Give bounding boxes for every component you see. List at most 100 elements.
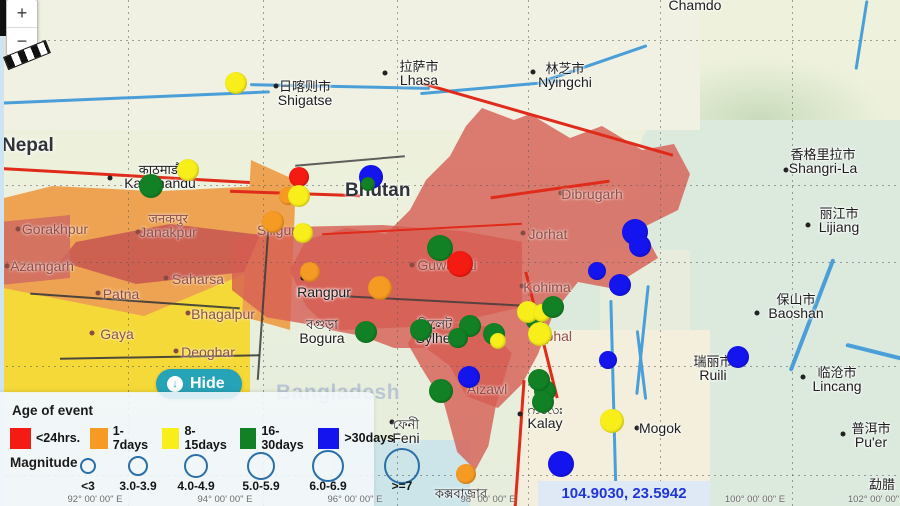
legend-age-label: 16-30days bbox=[261, 424, 304, 452]
legend-color-swatch bbox=[10, 427, 31, 449]
earthquake-marker[interactable] bbox=[548, 451, 574, 477]
legend-age-label: 8-15days bbox=[184, 424, 227, 452]
earthquake-marker[interactable] bbox=[528, 322, 552, 346]
legend-age-item: 16-30days bbox=[239, 424, 308, 452]
city-dot bbox=[783, 167, 789, 173]
city-dot bbox=[4, 263, 10, 269]
legend-magnitude-label: 4.0-4.9 bbox=[177, 479, 215, 493]
earthquake-marker[interactable] bbox=[300, 262, 320, 282]
legend-magnitude-circles bbox=[66, 448, 420, 484]
zoom-in-button[interactable]: + bbox=[7, 0, 37, 28]
legend-magnitude-label: <3 bbox=[81, 479, 95, 493]
city-dot bbox=[517, 411, 523, 417]
city-dot bbox=[409, 262, 415, 268]
city-dot bbox=[840, 431, 846, 437]
legend-color-swatch bbox=[318, 427, 340, 449]
city-dot bbox=[163, 275, 169, 281]
legend-color-swatch bbox=[239, 427, 257, 449]
earthquake-marker[interactable] bbox=[448, 328, 468, 348]
earthquake-marker[interactable] bbox=[490, 333, 506, 349]
city-dot bbox=[754, 310, 760, 316]
city-dot bbox=[173, 348, 179, 354]
earthquake-marker[interactable] bbox=[368, 276, 392, 300]
legend-magnitude-labels: <3 3.0-3.9 4.0-4.9 5.0-5.9 6.0-6.9 >=7 bbox=[66, 479, 412, 497]
legend-magnitude-label: >=7 bbox=[391, 479, 413, 493]
city-dot bbox=[634, 425, 640, 431]
city-dot bbox=[107, 175, 113, 181]
legend-magnitude-label: 5.0-5.9 bbox=[242, 479, 280, 493]
earthquake-marker[interactable] bbox=[361, 177, 375, 191]
earthquake-marker[interactable] bbox=[293, 223, 313, 243]
legend-magnitude-circle bbox=[384, 448, 420, 484]
city-dot bbox=[89, 330, 95, 336]
earthquake-marker[interactable] bbox=[355, 321, 377, 343]
legend-age-label: <24hrs. bbox=[36, 431, 81, 445]
legend-magnitude-circle bbox=[128, 456, 148, 476]
earthquake-marker[interactable] bbox=[429, 379, 453, 403]
earthquake-marker[interactable] bbox=[288, 185, 310, 207]
legend-age-title: Age of event bbox=[12, 403, 94, 418]
legend-magnitude-label: 3.0-3.9 bbox=[119, 479, 157, 493]
earthquake-marker[interactable] bbox=[262, 211, 284, 233]
legend-age-label: >30days bbox=[344, 431, 395, 445]
graticule-line-vertical bbox=[128, 0, 129, 506]
earthquake-marker[interactable] bbox=[599, 351, 617, 369]
earthquake-marker[interactable] bbox=[177, 159, 199, 181]
city-dot bbox=[273, 83, 279, 89]
city-dot bbox=[805, 222, 811, 228]
city-dot bbox=[558, 190, 564, 196]
city-dot bbox=[520, 230, 526, 236]
legend-age-item: <24hrs. bbox=[10, 427, 81, 449]
earthquake-marker[interactable] bbox=[600, 409, 624, 433]
legend-color-swatch bbox=[161, 427, 180, 449]
axis-tick-label: 92° 00' 00" E bbox=[67, 494, 123, 505]
legend-age-item: 8-15days bbox=[161, 424, 230, 452]
legend-panel: Age of event <24hrs. 1-7days 8-15days 16-30… bbox=[0, 392, 420, 506]
top-left-black-bar bbox=[0, 0, 6, 36]
city-dot bbox=[15, 226, 21, 232]
city-dot bbox=[530, 69, 536, 75]
graticule-line-horizontal bbox=[0, 40, 900, 41]
graticule-line-horizontal bbox=[0, 475, 900, 476]
city-dot bbox=[519, 283, 525, 289]
earthquake-marker[interactable] bbox=[629, 235, 651, 257]
graticule-line-horizontal bbox=[0, 185, 900, 186]
download-arrow-icon: ↓ bbox=[167, 376, 183, 392]
earthquake-marker[interactable] bbox=[447, 251, 473, 277]
earthquake-marker[interactable] bbox=[588, 262, 606, 280]
earthquake-marker[interactable] bbox=[410, 319, 432, 341]
earthquake-marker[interactable] bbox=[609, 274, 631, 296]
legend-magnitude-title: Magnitude bbox=[10, 455, 78, 470]
earthquake-marker[interactable] bbox=[456, 464, 476, 484]
earthquake-marker[interactable] bbox=[532, 391, 554, 413]
hide-button-label: Hide bbox=[190, 375, 225, 392]
earthquake-marker[interactable] bbox=[458, 366, 480, 388]
graticule-line-vertical bbox=[792, 0, 793, 506]
earthquake-marker[interactable] bbox=[225, 72, 247, 94]
coordinate-value: 104.9030, 23.5942 bbox=[561, 485, 687, 502]
city-dot bbox=[185, 310, 191, 316]
legend-magnitude-circle bbox=[312, 450, 344, 482]
axis-tick-label: 98° 00' 00" E bbox=[460, 494, 516, 505]
coordinate-readout: 104.9030, 23.5942 bbox=[538, 481, 710, 506]
axis-tick-label: 94° 00' 00" E bbox=[197, 494, 253, 505]
earthquake-marker[interactable] bbox=[528, 369, 550, 391]
earthquake-marker[interactable] bbox=[542, 296, 564, 318]
city-dot bbox=[800, 374, 806, 380]
zoom-out-button[interactable]: − bbox=[16, 31, 28, 51]
legend-age-item: 1-7days bbox=[90, 424, 151, 452]
legend-magnitude-circle bbox=[184, 454, 208, 478]
legend-magnitude-label: 6.0-6.9 bbox=[309, 479, 347, 493]
earthquake-marker[interactable] bbox=[289, 167, 309, 187]
legend-color-swatch bbox=[90, 427, 108, 449]
graticule-line-vertical bbox=[528, 0, 529, 506]
legend-age-item: >30days bbox=[318, 427, 395, 449]
legend-age-label: 1-7days bbox=[112, 424, 149, 452]
earthquake-marker[interactable] bbox=[727, 346, 749, 368]
left-panel-edge bbox=[0, 0, 4, 506]
legend-magnitude-circle bbox=[80, 458, 96, 474]
earthquake-marker[interactable] bbox=[139, 174, 163, 198]
graticule-line-horizontal bbox=[0, 366, 900, 367]
axis-tick-label: 100° 00' 00" E bbox=[724, 494, 786, 505]
